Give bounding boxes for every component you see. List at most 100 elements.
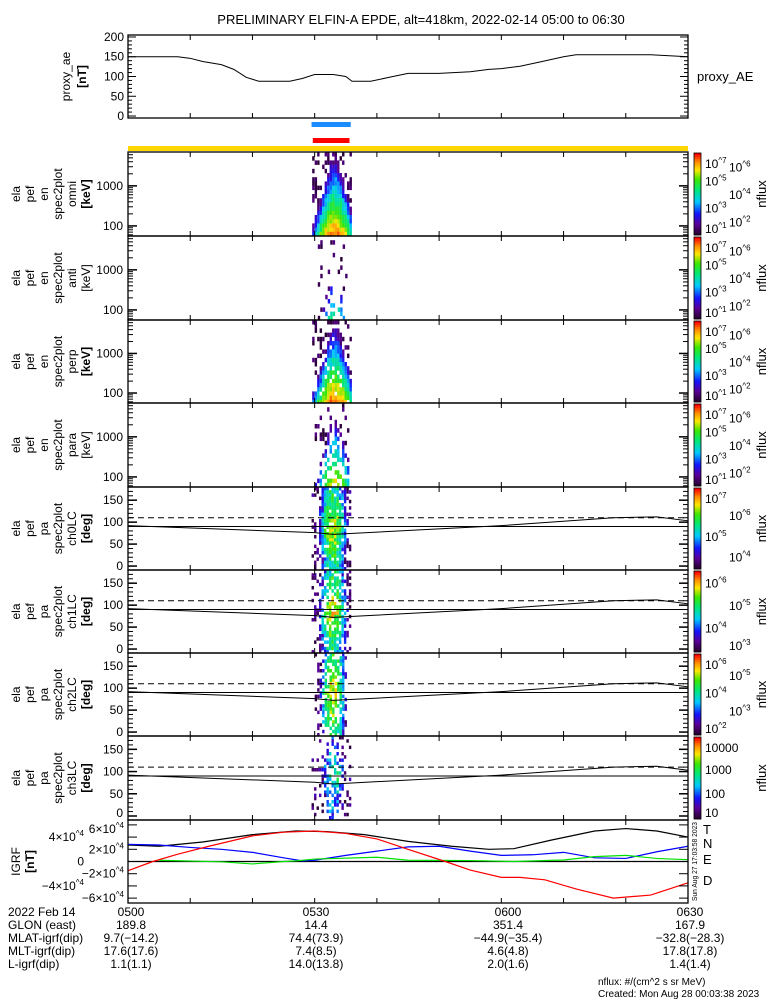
spectrogram-cell [326, 646, 329, 651]
spectrogram-cell [321, 487, 324, 491]
spectrogram-cell [337, 181, 340, 186]
spectrogram-cell [322, 383, 325, 388]
spectrogram-cell [339, 729, 342, 734]
spectrogram-cell [317, 353, 320, 359]
colorbar-segment [694, 389, 701, 393]
spectrogram-cell [324, 659, 328, 663]
spectrogram-cell [332, 387, 335, 392]
spectrogram-cell [317, 206, 320, 212]
spectrogram-cell [338, 621, 342, 625]
spectrogram-cell [324, 557, 327, 561]
spectrogram-cell [343, 528, 347, 533]
colorbar-segment [694, 430, 701, 434]
spectrogram-cell [346, 602, 349, 606]
spectrogram-cell [317, 215, 320, 220]
spectrogram-cell [326, 535, 329, 539]
colorbar-segment [694, 249, 701, 252]
spectrogram-cell [339, 720, 342, 724]
colorbar-segment [694, 377, 701, 381]
spectrogram-cell [332, 378, 335, 384]
ylabel-line: pef [23, 352, 37, 369]
spectrogram-cell [344, 440, 347, 446]
spectrogram-cell [321, 634, 324, 638]
spectrogram-cell [324, 691, 328, 695]
spectrogram-cell [321, 595, 324, 600]
spectrogram-cell [326, 519, 329, 523]
colorbar-segment [694, 379, 701, 383]
spectrogram-cell [346, 650, 349, 653]
spectrogram-cell [348, 745, 352, 750]
spectrogram-cell [342, 685, 345, 689]
spectrogram-cell [324, 391, 328, 396]
spectrogram-cell [329, 194, 332, 199]
colorbar-segment [694, 200, 701, 203]
spectrogram-cell [326, 499, 329, 504]
colorbar-segment [694, 418, 701, 421]
ephemeris-value: 0630 [677, 905, 704, 919]
spectrogram-cell [349, 215, 352, 220]
spectrogram-cell [332, 181, 335, 186]
spectrogram-cell [338, 650, 342, 653]
colorbar-segment [694, 206, 701, 209]
spectrogram-cell [317, 374, 320, 380]
spectrogram-cell [340, 307, 343, 312]
spectrogram-cell [327, 387, 330, 392]
colorbar-segment [694, 367, 701, 371]
spectrogram-cell [327, 694, 330, 699]
spectrogram-cell [337, 189, 340, 195]
spectrogram-cell [317, 152, 320, 157]
spectrogram-cell [328, 567, 332, 570]
spectrogram-cell [326, 551, 329, 555]
spectrogram-cell [327, 395, 330, 401]
colorbar-segment [694, 514, 701, 517]
spectrogram-cell [319, 637, 322, 641]
spectrogram-cell [328, 758, 332, 762]
spectrogram-cell [325, 294, 328, 300]
proxy-ae-ylabel: proxy_ae [59, 51, 73, 101]
spectrogram-cell [342, 357, 345, 363]
spectrogram-cell [324, 185, 328, 191]
colorbar-segment [694, 617, 701, 621]
spectrogram-cell [329, 332, 332, 338]
spectrogram-cell [321, 499, 324, 504]
spectrogram-cell [314, 482, 318, 487]
colorbar-segment [694, 726, 701, 730]
spectrogram-cell [324, 793, 327, 798]
spectrogram-cell [331, 780, 334, 785]
spectrogram-cell [312, 181, 315, 186]
ephemeris-value: 17.6(17.6) [104, 944, 159, 958]
colorbar-segment [694, 532, 701, 536]
spectrogram-cell [324, 499, 327, 504]
colorbar-segment [694, 365, 701, 369]
colorbar-segment [694, 222, 701, 226]
spectrogram-cell [339, 370, 342, 375]
spectrogram-cell [339, 210, 342, 216]
colorbar-segment [694, 333, 701, 336]
loss-cone-line [127, 765, 689, 785]
spectrogram-cell [331, 535, 334, 539]
colorbar-segment [694, 459, 701, 462]
colorbar-tick-label: 10^4 [729, 438, 751, 453]
colorbar-tick-label: 10^5 [705, 529, 727, 544]
spectrogram-cell [342, 461, 345, 467]
spectrogram-cell [334, 370, 337, 375]
spectrogram-cell [326, 605, 329, 609]
colorbar-segment [694, 335, 701, 338]
spectrogram-cell [324, 768, 327, 772]
spectrogram-cell [338, 538, 342, 542]
ylabel-line: pef [23, 769, 37, 786]
spectrogram-cell [334, 160, 337, 165]
colorbar-segment [694, 676, 701, 679]
spectrogram-cell [316, 579, 319, 584]
colorbar-segment [694, 633, 701, 637]
spectrogram-cell [333, 790, 337, 794]
spectrogram-cell [327, 189, 330, 195]
colorbar-segment [694, 159, 701, 162]
spectrogram-cell [333, 771, 337, 775]
spectrogram-cell [331, 589, 334, 593]
spectrogram-cell [340, 299, 343, 304]
colorbar-tick-label: 10^5 [729, 598, 751, 613]
spectrogram-cell [324, 160, 328, 165]
